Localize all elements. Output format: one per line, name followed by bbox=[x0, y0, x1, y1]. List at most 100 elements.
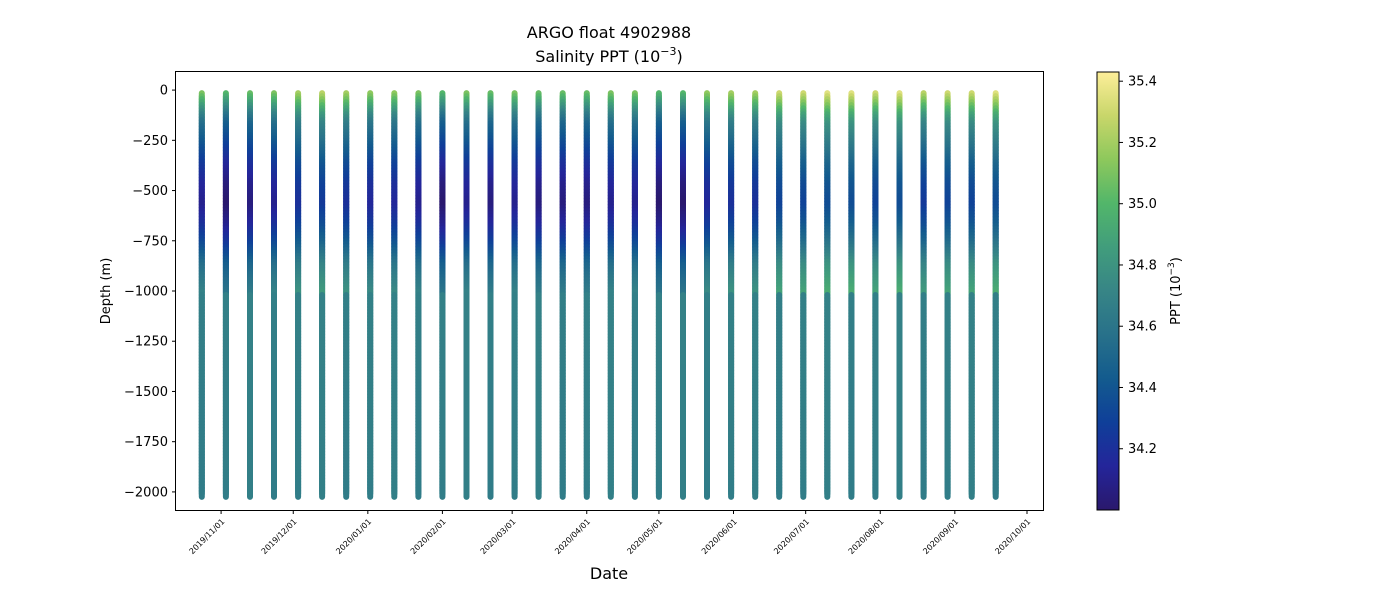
y-tick-label: −2000 bbox=[124, 485, 168, 500]
salinity-point bbox=[944, 487, 951, 500]
salinity-point bbox=[271, 487, 277, 500]
x-tick-label: 2020/04/01 bbox=[553, 517, 592, 556]
salinity-point bbox=[415, 487, 422, 500]
colorbar bbox=[1096, 71, 1120, 511]
profile-column bbox=[198, 90, 205, 500]
profile-column bbox=[222, 90, 229, 500]
salinity-point bbox=[992, 487, 999, 500]
x-tick-label: 2020/01/01 bbox=[334, 517, 373, 556]
profile-column bbox=[511, 90, 518, 500]
profile-column bbox=[655, 90, 662, 500]
profile-column bbox=[583, 90, 590, 500]
profile-column bbox=[319, 90, 326, 500]
salinity-point bbox=[391, 487, 398, 500]
salinity-point bbox=[367, 487, 374, 500]
salinity-point bbox=[559, 487, 566, 500]
y-tick-label: −1000 bbox=[124, 285, 168, 300]
profile-column bbox=[704, 90, 710, 500]
salinity-point bbox=[198, 487, 205, 500]
x-tick-label: 2020/09/01 bbox=[921, 517, 960, 556]
colorbar-tick-label: 34.4 bbox=[1128, 381, 1157, 396]
profile-column bbox=[680, 90, 686, 500]
salinity-point bbox=[583, 487, 590, 500]
profile-column bbox=[992, 90, 999, 500]
salinity-point bbox=[776, 487, 783, 500]
salinity-point bbox=[848, 487, 855, 500]
colorbar-tick-label: 34.8 bbox=[1128, 258, 1157, 273]
salinity-point bbox=[247, 487, 253, 500]
x-tick-label: 2019/11/01 bbox=[188, 517, 227, 556]
salinity-point bbox=[319, 487, 326, 500]
profile-column bbox=[631, 90, 638, 500]
y-tick-label: −1250 bbox=[124, 335, 168, 350]
colorbar-label: PPT (10−3) bbox=[1167, 257, 1184, 325]
x-tick-label: 2020/03/01 bbox=[479, 517, 518, 556]
salinity-point bbox=[800, 487, 807, 500]
profile-column bbox=[415, 90, 422, 500]
plot-area bbox=[198, 90, 999, 500]
salinity-point bbox=[463, 487, 470, 500]
salinity-point bbox=[920, 487, 927, 500]
salinity-point bbox=[680, 487, 686, 500]
salinity-point bbox=[896, 487, 903, 500]
profile-column bbox=[896, 90, 903, 500]
y-tick-label: −750 bbox=[132, 234, 168, 249]
profile-column bbox=[872, 90, 879, 500]
x-tick-label: 2020/02/01 bbox=[409, 517, 448, 556]
profile-column bbox=[848, 90, 855, 500]
profile-column bbox=[535, 90, 542, 500]
salinity-point bbox=[968, 487, 975, 500]
profile-column bbox=[487, 90, 494, 500]
y-axis-label: Depth (m) bbox=[99, 258, 114, 325]
profile-column bbox=[824, 90, 831, 500]
chart-title: ARGO float 4902988 bbox=[527, 23, 691, 42]
profile-column bbox=[800, 90, 807, 500]
y-tick-label: 0 bbox=[160, 84, 168, 99]
profile-column bbox=[920, 90, 927, 500]
salinity-point bbox=[343, 487, 350, 500]
y-tick-label: −250 bbox=[132, 134, 168, 149]
profile-column bbox=[559, 90, 566, 500]
y-axis: 0−250−500−750−1000−1250−1500−1750−2000 bbox=[124, 84, 176, 500]
colorbar-tick-label: 35.2 bbox=[1128, 136, 1157, 151]
salinity-point bbox=[872, 487, 879, 500]
x-tick-label: 2020/05/01 bbox=[625, 517, 664, 556]
colorbar-tick-label: 35.4 bbox=[1128, 75, 1157, 90]
profile-column bbox=[463, 90, 470, 500]
salinity-point bbox=[295, 487, 302, 500]
profile-column bbox=[968, 90, 975, 500]
salinity-point bbox=[824, 487, 831, 500]
x-tick-label: 2020/07/01 bbox=[772, 517, 811, 556]
salinity-point bbox=[655, 487, 662, 500]
profile-column bbox=[607, 90, 614, 500]
x-tick-label: 2019/12/01 bbox=[260, 517, 299, 556]
salinity-point bbox=[704, 487, 710, 500]
salinity-point bbox=[439, 487, 446, 500]
salinity-point bbox=[535, 487, 542, 500]
x-tick-label: 2020/10/01 bbox=[993, 517, 1032, 556]
salinity-point bbox=[487, 487, 494, 500]
profile-column bbox=[728, 90, 735, 500]
y-tick-label: −500 bbox=[132, 184, 168, 199]
profile-column bbox=[752, 90, 759, 500]
colorbar-tick-label: 34.2 bbox=[1128, 442, 1157, 457]
salinity-point bbox=[511, 487, 518, 500]
profile-column bbox=[776, 90, 783, 500]
profile-column bbox=[439, 90, 446, 500]
salinity-point bbox=[222, 487, 229, 500]
profile-column bbox=[391, 90, 398, 500]
salinity-point bbox=[728, 487, 735, 500]
colorbar-tick-label: 34.6 bbox=[1128, 320, 1157, 335]
x-axis: 2019/11/01 2019/12/01 2020/01/01 2020/02/01… bbox=[188, 510, 1032, 556]
profile-column bbox=[295, 90, 302, 500]
salinity-point bbox=[752, 487, 759, 500]
salinity-point bbox=[631, 487, 638, 500]
y-tick-label: −1750 bbox=[124, 435, 168, 450]
x-tick-label: 2020/06/01 bbox=[700, 517, 739, 556]
profile-column bbox=[271, 90, 277, 500]
chart-subtitle: Salinity PPT (10−3) bbox=[535, 45, 683, 66]
profile-column bbox=[247, 90, 253, 500]
colorbar-tick-label: 35.0 bbox=[1128, 197, 1157, 212]
x-axis-label: Date bbox=[590, 564, 628, 583]
